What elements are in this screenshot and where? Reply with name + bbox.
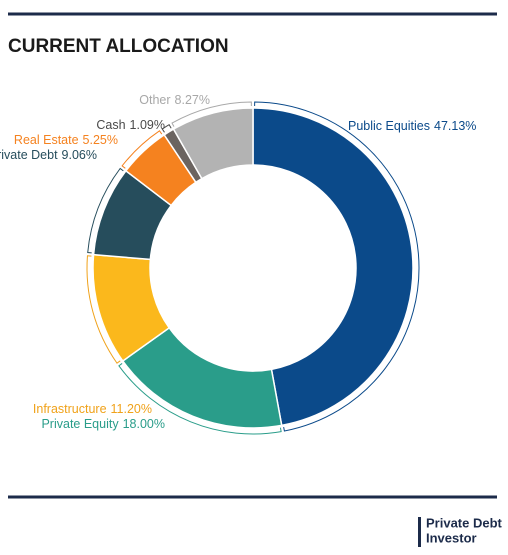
bracket [171,101,252,127]
value-label: 8.27% [175,93,210,107]
bracket [118,363,282,435]
bracket [86,255,121,364]
value-label: 11.20% [111,402,152,416]
category-name: Cash [96,118,125,132]
bracket [87,167,124,254]
bracket [121,130,163,169]
slice-label: Real Estate 5.25% [14,133,118,147]
slice [172,107,254,180]
value-label: 5.25% [83,133,118,147]
category-name: Infrastructure [33,402,107,416]
bracket [161,124,172,133]
slice [252,107,414,427]
slice-label: Private Debt 9.06% [0,148,97,162]
logo-text: Private Debt [426,515,503,530]
category-name: Real Estate [14,133,79,147]
slice-label: Other 8.27% [139,93,210,107]
slice-label: Public Equities 47.13% [348,119,476,133]
slice-label: Private Equity 18.00% [41,417,165,431]
category-name: Private Debt [0,148,58,162]
value-label: 18.00% [123,417,165,431]
logo-text: Investor [426,530,477,545]
value-label: 9.06% [62,148,97,162]
slice-label: Cash 1.09% [96,118,165,132]
logo-bar [418,517,421,547]
slice-label: Infrastructure 11.20% [33,402,152,416]
chart-title: CURRENT ALLOCATION [8,36,229,57]
bracket [254,101,420,432]
category-name: Private Equity [41,417,119,431]
category-name: Other [139,93,170,107]
category-name: Public Equities [348,119,430,133]
value-label: 1.09% [130,118,165,132]
value-label: 47.13% [434,119,476,133]
